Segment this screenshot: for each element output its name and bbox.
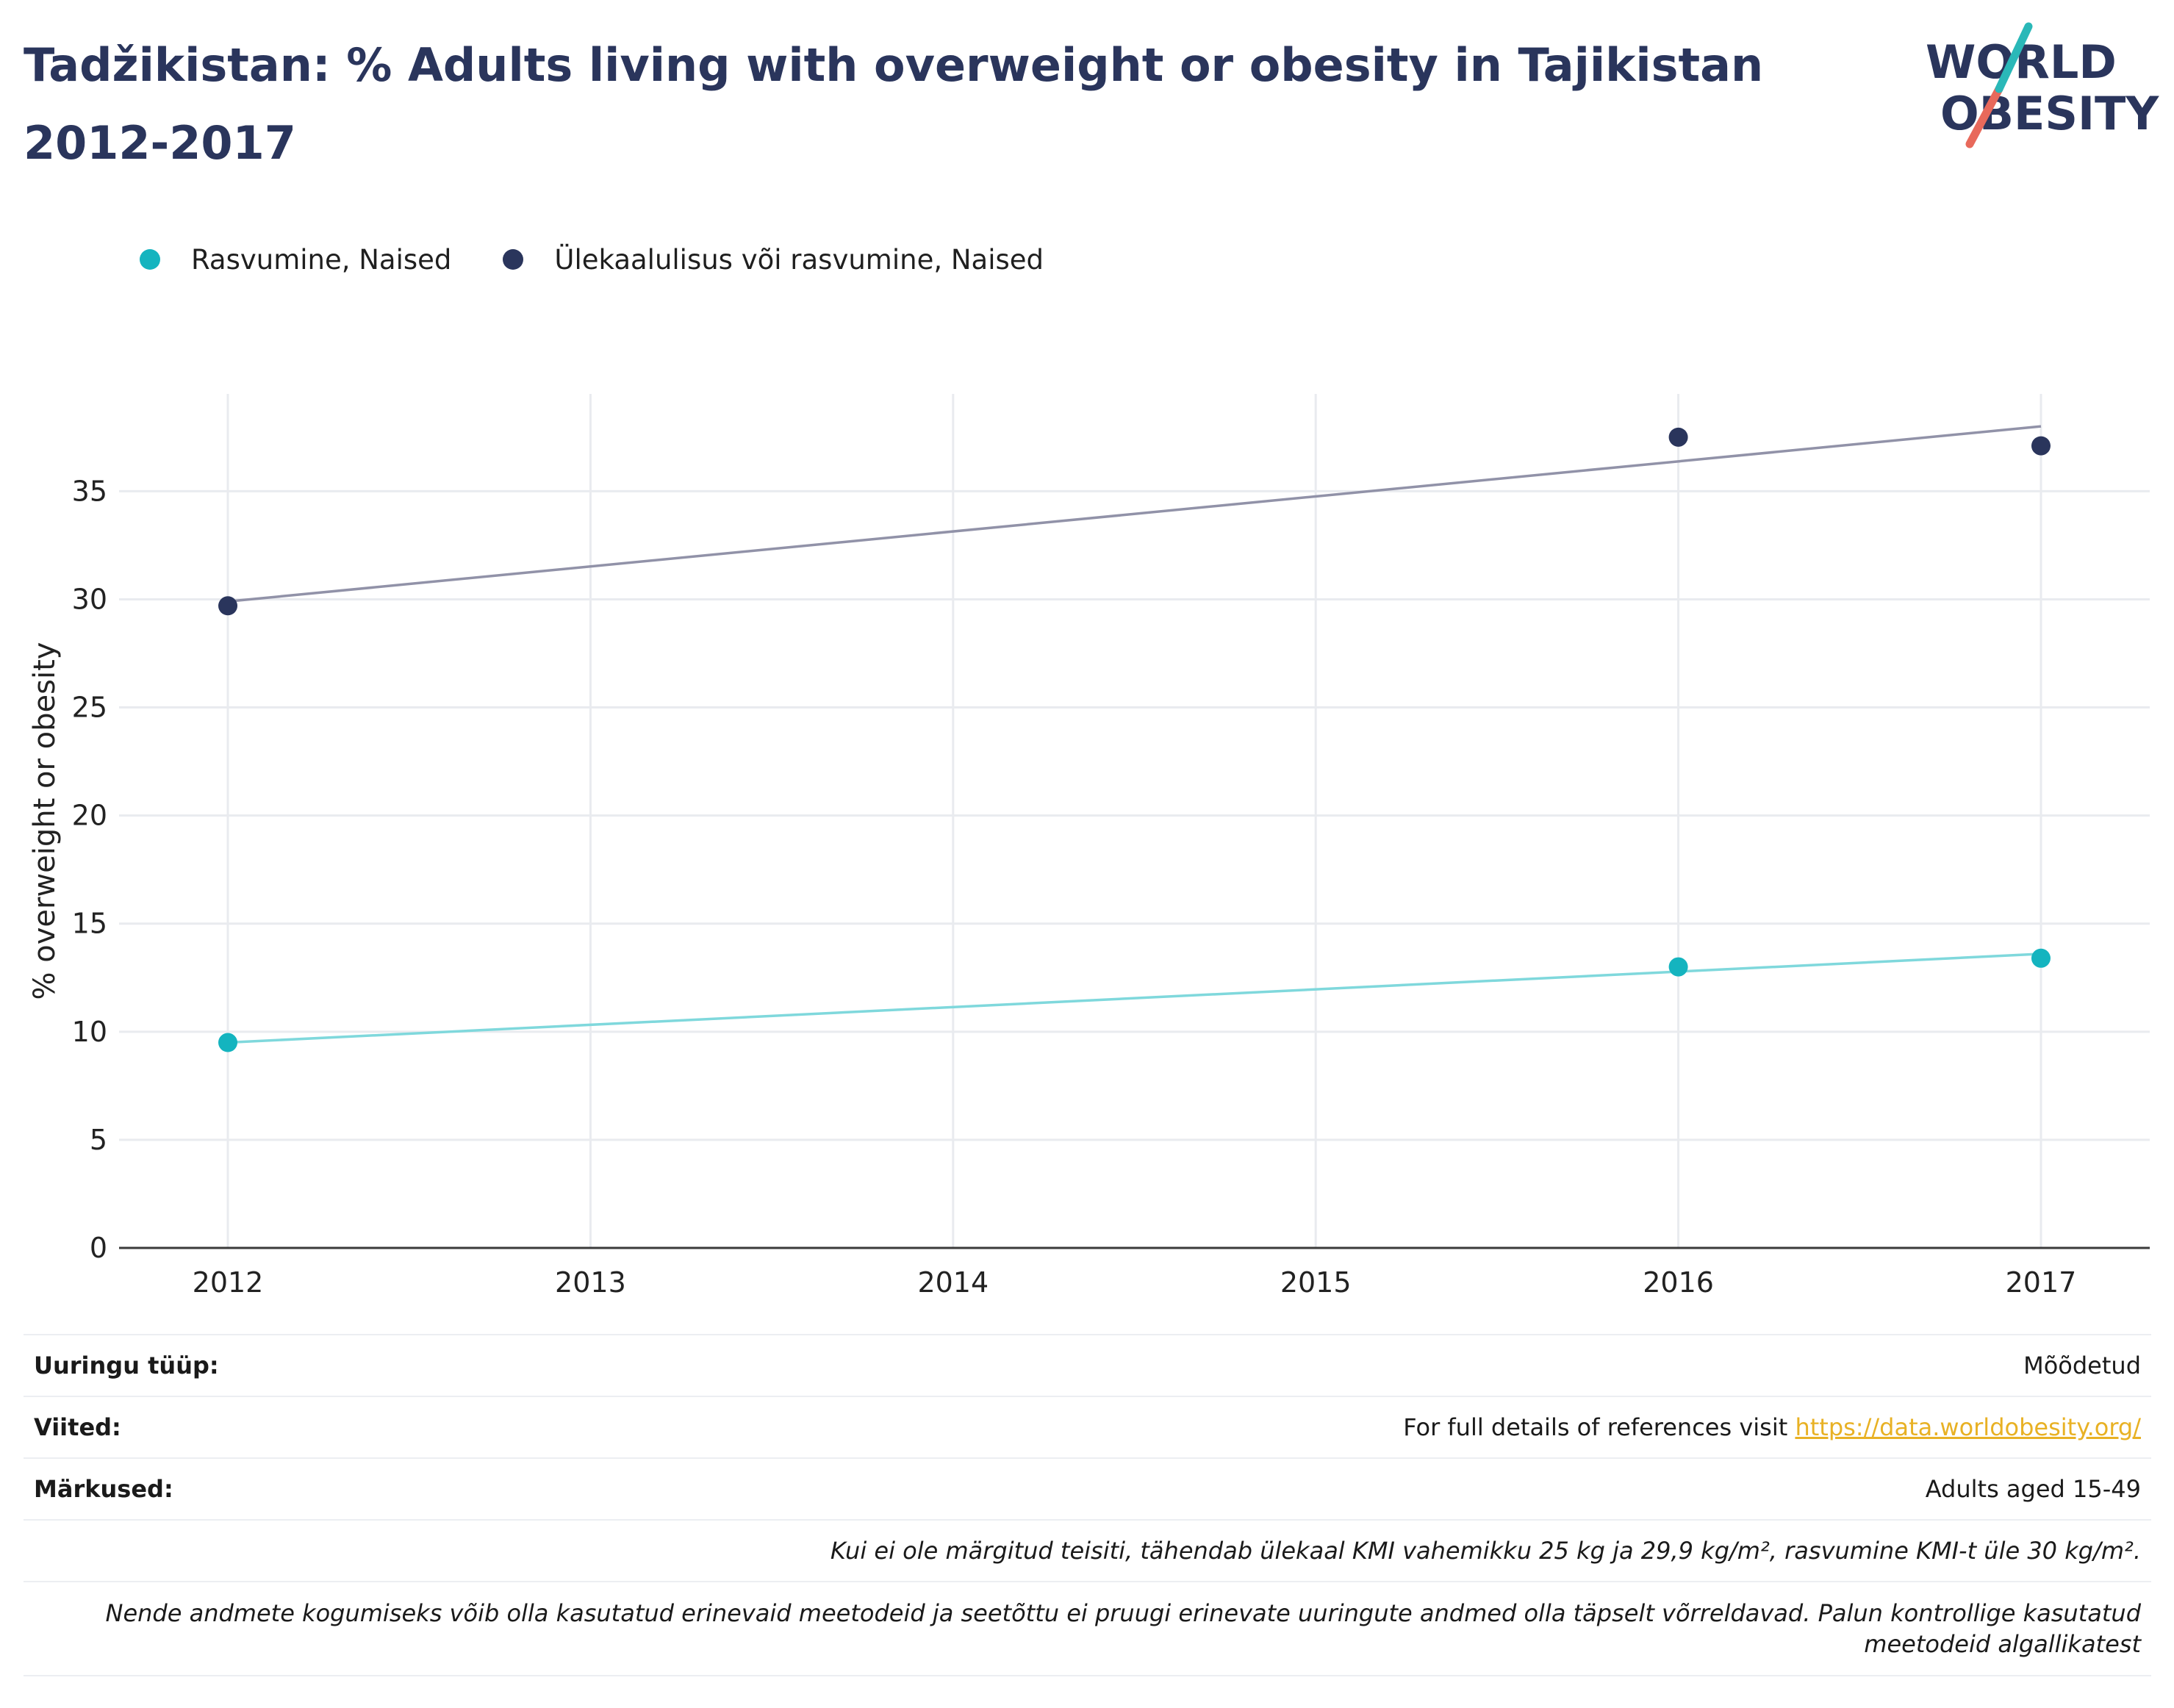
meta-row-references: Viited: For full details of references v…: [24, 1396, 2151, 1457]
definition-note: Kui ei ole märgitud teisiti, tähendab ül…: [830, 1537, 2141, 1565]
survey-type-label: Uuringu tüüp:: [34, 1352, 219, 1379]
legend-item-overweight-obesity-women[interactable]: Ülekaalulisus või rasvumine, Naised: [503, 244, 1044, 276]
meta-row-survey-type: Uuringu tüüp: Mõõdetud: [24, 1334, 2151, 1396]
references-text: For full details of references visit: [1403, 1413, 1795, 1441]
legend-label-overweight-obesity: Ülekaalulisus või rasvumine, Naised: [554, 243, 1044, 276]
notes-label: Märkused:: [34, 1475, 173, 1503]
data-point-series-0-2012[interactable]: [218, 1033, 238, 1052]
data-point-series-1-2012[interactable]: [218, 596, 238, 616]
x-tick-label: 2017: [2006, 1266, 2077, 1299]
legend-marker-obesity: [140, 249, 160, 270]
y-axis-title: % overweight or obesity: [28, 642, 62, 1000]
trend-line-series-1: [227, 425, 2042, 603]
legend-item-obesity-women[interactable]: Rasvumine, Naised: [140, 244, 451, 276]
references-link[interactable]: https://data.worldobesity.org/: [1795, 1413, 2141, 1441]
y-tick-label: 15: [72, 908, 107, 940]
methods-note: Nende andmete kogumiseks võib olla kasut…: [105, 1599, 2142, 1658]
data-point-series-0-2017[interactable]: [2031, 948, 2051, 968]
x-tick-label: 2013: [555, 1266, 626, 1299]
meta-row-methods-note: Nende andmete kogumiseks võib olla kasut…: [24, 1581, 2151, 1675]
data-point-series-1-2017[interactable]: [2031, 436, 2051, 456]
y-tick-label: 10: [72, 1016, 107, 1048]
x-tick-label: 2012: [193, 1266, 264, 1299]
chart-legend: Rasvumine, Naised Ülekaalulisus või rasv…: [140, 241, 1095, 278]
y-tick-label: 0: [90, 1232, 107, 1264]
references-value: For full details of references visit htt…: [1403, 1413, 2151, 1441]
x-tick-label: 2015: [1280, 1266, 1352, 1299]
meta-row-notes: Märkused: Adults aged 15-49: [24, 1457, 2151, 1519]
y-tick-label: 35: [72, 475, 107, 507]
chart-title: Tadžikistan: % Adults living with overwe…: [24, 38, 1764, 170]
x-tick-label: 2014: [917, 1266, 989, 1299]
x-tick-label: 2016: [1643, 1266, 1714, 1299]
y-tick-label: 20: [72, 800, 107, 832]
meta-row-definition-note: Kui ei ole märgitud teisiti, tähendab ül…: [24, 1519, 2151, 1581]
world-obesity-logo: WORLD OBESITY: [1926, 22, 2159, 148]
y-tick-label: 5: [90, 1124, 107, 1156]
data-point-series-0-2016[interactable]: [1668, 957, 1688, 977]
data-point-series-1-2016[interactable]: [1668, 427, 1688, 447]
legend-marker-overweight-obesity: [503, 249, 524, 270]
references-label: Viited:: [34, 1413, 121, 1441]
y-tick-label: 30: [72, 583, 107, 615]
survey-type-value: Mõõdetud: [2023, 1352, 2141, 1379]
meta-bottom-divider: [24, 1675, 2151, 1676]
legend-label-obesity: Rasvumine, Naised: [191, 243, 452, 276]
y-tick-label: 25: [72, 692, 107, 724]
metadata-table: Uuringu tüüp: Mõõdetud Viited: For full …: [24, 1334, 2151, 1676]
chart-plot-area: 0 5 10 15 20 25 30 35 2012 2013 2014 2015 2016 2017 % …: [28, 394, 2150, 1299]
trend-line-series-0: [227, 952, 2042, 1044]
notes-value: Adults aged 15-49: [1925, 1475, 2141, 1503]
